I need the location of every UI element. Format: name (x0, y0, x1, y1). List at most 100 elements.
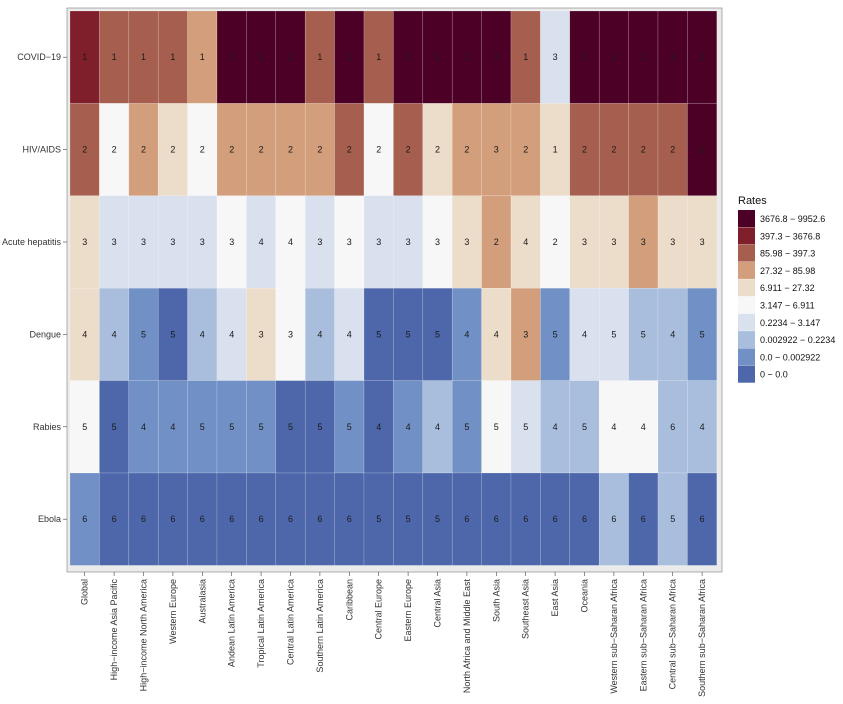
cell-rank-label: 3 (288, 329, 293, 339)
heatmap-cell-covid-19-global (69, 10, 100, 104)
cell-rank-label: 6 (141, 514, 146, 524)
heatmap-cell-covid-19-eastern-sub-saharan-africa (628, 10, 659, 104)
legend-swatch-3 (738, 261, 755, 279)
x-tick-label-global: Global (80, 579, 90, 605)
cell-rank-label: 6 (288, 514, 293, 524)
heatmap-cell-ebola-southern-sub-saharan-africa (687, 472, 718, 566)
heatmap-cell-rabies-tropical-latin-america (246, 380, 277, 474)
cell-rank-label: 5 (611, 329, 616, 339)
cell-rank-label: 5 (288, 422, 293, 432)
cell-rank-label: 6 (464, 514, 469, 524)
cell-rank-label: 5 (582, 422, 587, 432)
heatmap-cell-ebola-central-europe (363, 472, 394, 566)
heatmap-cell-dengue-southern-sub-saharan-africa (687, 287, 718, 381)
heatmap-cell-rabies-western-sub-saharan-africa (598, 380, 629, 474)
cell-rank-label: 5 (376, 329, 381, 339)
legend-swatch-9 (738, 365, 755, 383)
heatmap-cell-dengue-high-income-north-america (128, 287, 159, 381)
heatmap-cell-ebola-caribbean (334, 472, 365, 566)
heatmap-cell-dengue-central-europe (363, 287, 394, 381)
cell-rank-label: 2 (523, 145, 528, 155)
x-tick-label-southern-sub-saharan-africa: Southern sub−Saharan Africa (697, 579, 707, 697)
heatmap-cell-hiv-aids-western-europe (157, 103, 188, 197)
heatmap-cell-ebola-central-sub-saharan-africa (657, 472, 688, 566)
cell-rank-label: 6 (170, 514, 175, 524)
cell-rank-label: 6 (523, 514, 528, 524)
heatmap-cell-rabies-southern-sub-saharan-africa (687, 380, 718, 474)
cell-rank-label: 5 (82, 422, 87, 432)
heatmap-cell-covid-19-tropical-latin-america (246, 10, 277, 104)
heatmap-cell-acute-hepatitis-high-income-north-america (128, 195, 159, 289)
cell-rank-label: 3 (317, 237, 322, 247)
cell-rank-label: 6 (582, 514, 587, 524)
cell-rank-label: 4 (611, 422, 616, 432)
heatmap-cell-rabies-oceania (569, 380, 600, 474)
cell-rank-label: 1 (288, 52, 293, 62)
heatmap-cell-rabies-andean-latin-america (216, 380, 247, 474)
heatmap-cell-dengue-eastern-europe (393, 287, 424, 381)
heatmap-cell-hiv-aids-western-sub-saharan-africa (598, 103, 629, 197)
legend-swatch-8 (738, 348, 755, 366)
cell-rank-label: 3 (700, 237, 705, 247)
legend-label-7: 0.002922 − 0.2234 (760, 335, 835, 345)
heatmap-cell-ebola-oceania (569, 472, 600, 566)
heatmap-cell-ebola-southern-latin-america (304, 472, 335, 566)
heatmap-cell-ebola-tropical-latin-america (246, 472, 277, 566)
heatmap-cell-ebola-andean-latin-america (216, 472, 247, 566)
x-tick-label-oceania: Oceania (580, 579, 590, 613)
heatmap-cell-covid-19-central-europe (363, 10, 394, 104)
cell-rank-label: 2 (435, 145, 440, 155)
cell-rank-label: 3 (259, 329, 264, 339)
heatmap-cell-dengue-high-income-asia-pacific (99, 287, 130, 381)
cell-rank-label: 4 (141, 422, 146, 432)
cell-rank-label: 3 (112, 237, 117, 247)
legend-swatch-2 (738, 244, 755, 262)
heatmap-cell-acute-hepatitis-high-income-asia-pacific (99, 195, 130, 289)
cell-rank-label: 6 (641, 514, 646, 524)
cell-rank-label: 1 (464, 52, 469, 62)
heatmap-cell-hiv-aids-eastern-europe (393, 103, 424, 197)
y-axis-labels: COVID−19 HIV/AIDS Acute hepatitis Dengue Rab… (2, 52, 67, 524)
heatmap-cell-rabies-high-income-asia-pacific (99, 380, 130, 474)
legend-label-8: 0.0 − 0.002922 (760, 352, 820, 362)
heatmap-cell-acute-hepatitis-eastern-europe (393, 195, 424, 289)
legend-swatch-6 (738, 313, 755, 331)
legend-swatch-4 (738, 279, 755, 297)
heatmap-cell-hiv-aids-australasia (187, 103, 218, 197)
cell-rank-label: 5 (112, 422, 117, 432)
cell-rank-label: 4 (259, 237, 264, 247)
x-tick-label-southeast-asia: Southeast Asia (521, 579, 531, 639)
cell-rank-label: 5 (435, 514, 440, 524)
legend-swatch-7 (738, 331, 755, 349)
heatmap-cell-ebola-australasia (187, 472, 218, 566)
x-tick-label-central-europe: Central Europe (374, 579, 384, 640)
cell-rank-label: 2 (317, 145, 322, 155)
cell-rank-label: 5 (494, 422, 499, 432)
x-tick-label-central-latin-america: Central Latin America (286, 579, 296, 665)
x-tick-label-western-sub-saharan-africa: Western sub−Saharan Africa (609, 579, 619, 694)
heatmap-cell-rabies-high-income-north-america (128, 380, 159, 474)
cell-rank-label: 4 (170, 422, 175, 432)
cell-rank-label: 6 (347, 514, 352, 524)
heatmap-cell-acute-hepatitis-southeast-asia (510, 195, 541, 289)
cell-rank-label: 3 (406, 237, 411, 247)
cell-rank-label: 6 (317, 514, 322, 524)
cell-rank-label: 6 (259, 514, 264, 524)
y-tick-label-acute-hepatitis: Acute hepatitis (2, 237, 62, 247)
cell-rank-label: 1 (435, 52, 440, 62)
heatmap-cell-dengue-southern-latin-america (304, 287, 335, 381)
heatmap-cell-rabies-caribbean (334, 380, 365, 474)
y-tick-label-rabies: Rabies (33, 422, 62, 432)
cell-rank-label: 6 (112, 514, 117, 524)
heatmap-cell-dengue-central-asia (422, 287, 453, 381)
cell-rank-label: 4 (582, 329, 587, 339)
cell-rank-label: 1 (347, 52, 352, 62)
cell-rank-label: 4 (82, 329, 87, 339)
heatmap-cell-dengue-east-asia (540, 287, 571, 381)
cell-rank-label: 2 (641, 145, 646, 155)
x-tick-label-caribbean: Caribbean (344, 579, 354, 621)
x-tick-label-eastern-europe: Eastern Europe (403, 579, 413, 642)
cell-rank-label: 2 (82, 145, 87, 155)
cell-rank-label: 1 (670, 52, 675, 62)
cell-rank-label: 2 (406, 145, 411, 155)
